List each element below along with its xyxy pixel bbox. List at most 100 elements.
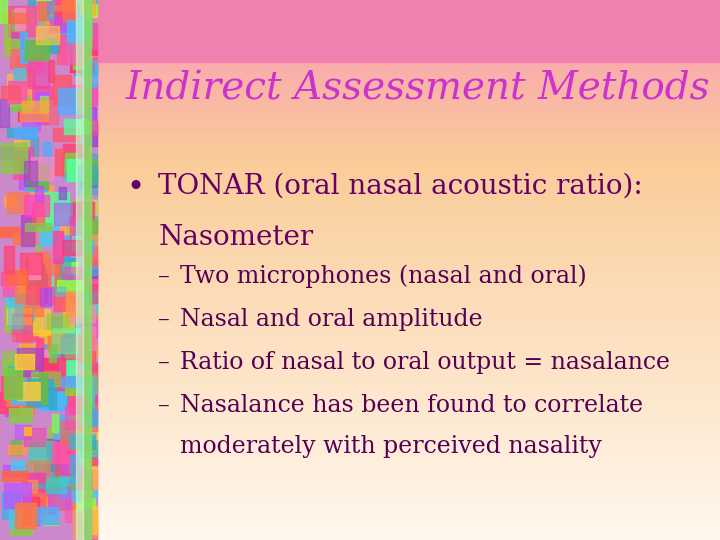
Bar	[0, 534, 720, 537]
Bar	[0, 329, 720, 332]
Bar	[60, 421, 86, 444]
Bar	[7, 73, 31, 106]
Bar	[81, 525, 97, 534]
Bar	[1, 272, 9, 286]
Bar	[60, 224, 73, 234]
Bar	[84, 428, 97, 446]
Bar	[55, 296, 80, 311]
Bar	[0, 261, 720, 265]
Bar	[40, 367, 56, 390]
Bar	[0, 431, 720, 435]
Bar	[63, 268, 88, 276]
Bar	[24, 161, 37, 186]
Bar	[40, 222, 59, 245]
Bar	[87, 455, 96, 478]
Text: Nasalance has been found to correlate: Nasalance has been found to correlate	[180, 394, 643, 417]
Bar	[6, 302, 34, 320]
Bar	[78, 415, 97, 430]
Bar	[53, 328, 80, 353]
Bar	[0, 302, 720, 305]
Bar	[5, 402, 13, 416]
Bar	[76, 0, 84, 17]
Bar	[24, 222, 51, 232]
Bar	[15, 397, 34, 414]
Bar	[2, 491, 19, 519]
Bar	[8, 303, 22, 328]
Bar	[27, 262, 44, 289]
Bar	[0, 164, 720, 167]
Bar	[0, 342, 720, 346]
Bar	[21, 366, 45, 387]
Bar	[84, 240, 93, 253]
Bar	[3, 272, 14, 296]
Bar	[0, 116, 720, 119]
Bar	[6, 366, 17, 379]
Bar	[79, 335, 95, 363]
Bar	[0, 221, 720, 224]
Bar	[86, 388, 92, 406]
Bar	[63, 1, 76, 22]
Bar	[23, 497, 40, 525]
Bar	[0, 475, 720, 478]
Bar	[15, 287, 42, 316]
Bar	[42, 41, 58, 53]
Bar	[0, 18, 720, 22]
Bar	[0, 310, 720, 313]
Bar	[75, 480, 95, 512]
Bar	[0, 391, 720, 394]
Bar	[0, 48, 720, 51]
Bar	[19, 268, 27, 298]
Bar	[0, 472, 720, 475]
Bar	[45, 38, 55, 49]
Bar	[0, 456, 720, 459]
Bar	[0, 353, 720, 356]
Bar	[4, 360, 24, 388]
Bar	[0, 16, 720, 19]
Bar	[1, 471, 27, 481]
Bar	[32, 370, 48, 399]
Bar	[0, 515, 720, 518]
Bar	[59, 477, 68, 497]
Bar	[0, 467, 720, 470]
Bar	[86, 273, 97, 290]
Bar	[63, 302, 74, 332]
Bar	[0, 521, 720, 524]
Bar	[0, 291, 720, 294]
Bar	[70, 306, 87, 336]
Bar	[0, 512, 720, 516]
Bar	[70, 41, 96, 60]
Bar	[0, 434, 720, 437]
Bar	[0, 340, 720, 343]
Bar	[0, 188, 720, 192]
Bar	[0, 345, 720, 348]
Bar	[1, 392, 18, 413]
Bar	[70, 305, 94, 322]
Bar	[91, 199, 97, 228]
Bar	[71, 91, 85, 113]
Bar	[89, 392, 97, 415]
Bar	[7, 192, 28, 213]
Bar	[28, 0, 35, 5]
Bar	[58, 40, 66, 53]
Bar	[89, 204, 97, 234]
Text: –: –	[158, 265, 170, 288]
Bar	[48, 314, 68, 329]
Bar	[58, 87, 76, 114]
Bar	[0, 126, 720, 130]
Bar	[0, 272, 720, 275]
Bar	[0, 491, 720, 494]
Bar	[0, 224, 720, 227]
Bar	[0, 40, 720, 43]
Bar	[46, 478, 66, 493]
Bar	[4, 24, 10, 56]
Bar	[15, 8, 25, 30]
Bar	[0, 507, 720, 510]
Bar	[50, 17, 70, 32]
Bar	[0, 440, 720, 443]
Bar	[0, 350, 720, 354]
Bar	[18, 294, 33, 306]
Bar	[48, 427, 58, 453]
Bar	[28, 440, 55, 449]
Bar	[53, 414, 58, 432]
Bar	[0, 326, 720, 329]
